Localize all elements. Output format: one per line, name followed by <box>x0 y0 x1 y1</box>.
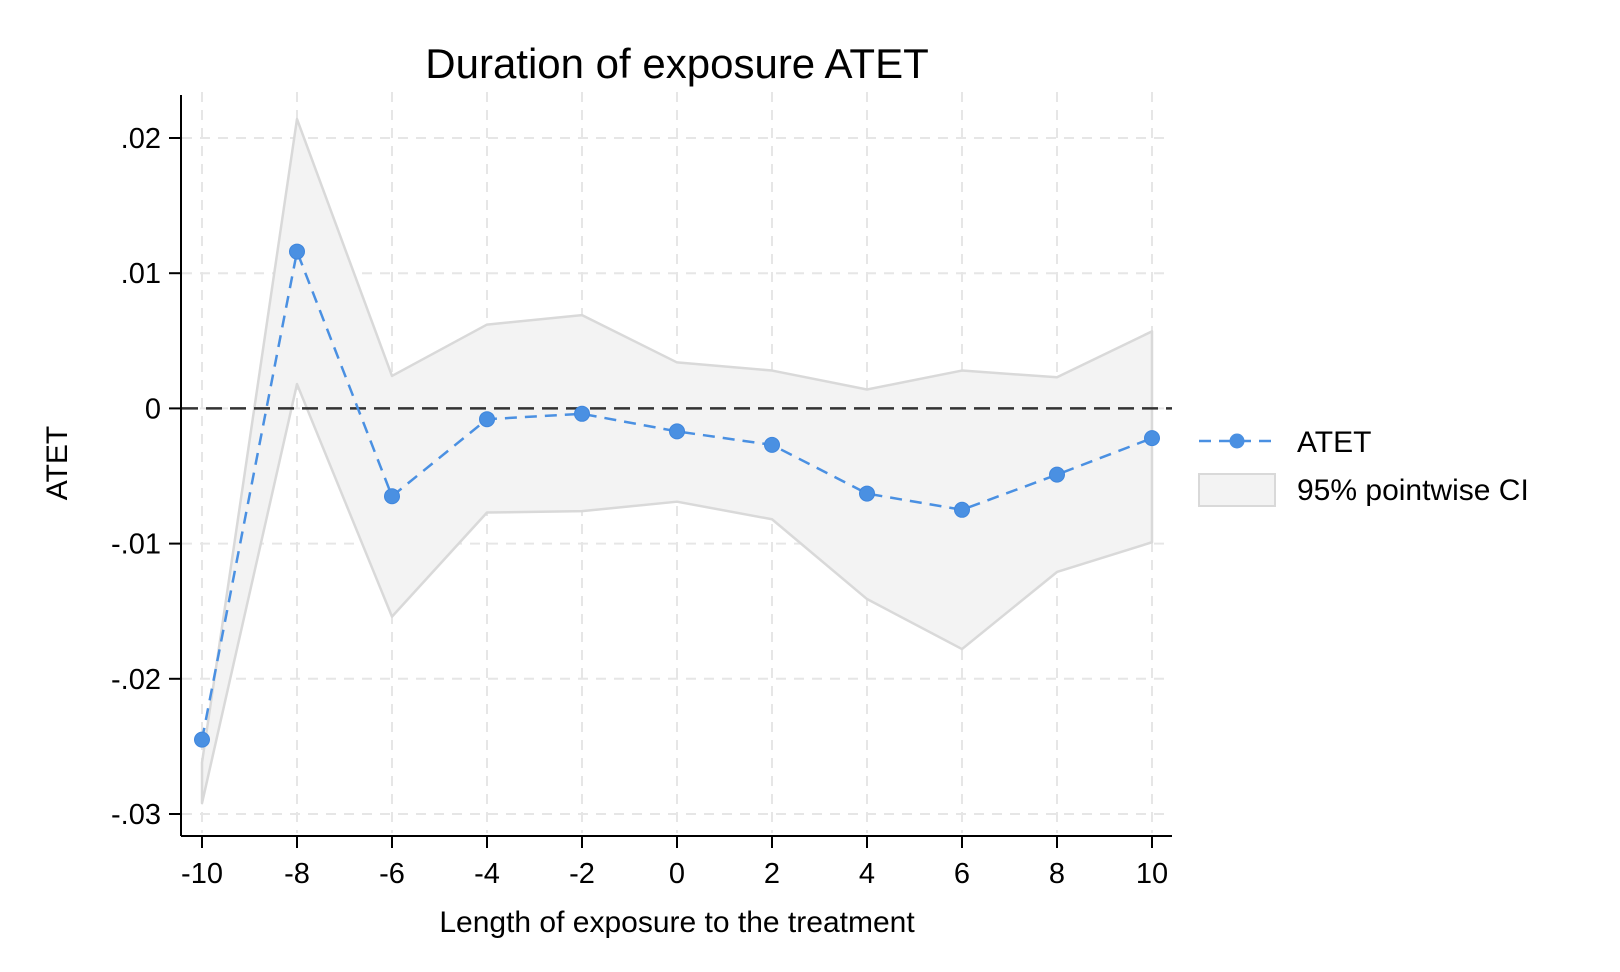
x-tick-label-9: 8 <box>1049 858 1065 890</box>
legend-atet-marker-sample <box>1229 433 1245 449</box>
legend: ATET 95% pointwise CI <box>1198 426 1529 507</box>
atet-point-6 <box>764 436 780 453</box>
atet-point-5 <box>669 423 685 440</box>
legend-ci-label: 95% pointwise CI <box>1297 474 1529 507</box>
x-tick-label-7: 4 <box>859 858 875 890</box>
y-tick-label-1: .01 <box>121 258 161 290</box>
x-tick-label-5: 0 <box>669 858 685 890</box>
atet-point-7 <box>859 485 875 502</box>
atet-point-2 <box>384 488 400 505</box>
x-tick-label-3: -4 <box>474 858 500 890</box>
series-layer <box>194 243 1160 748</box>
y-axis-title: ATET <box>41 426 74 500</box>
x-tick-label-8: 6 <box>954 858 970 890</box>
legend-ci-swatch <box>1198 473 1276 507</box>
atet-point-3 <box>479 411 495 428</box>
y-tick-label-0: .02 <box>121 123 161 155</box>
x-tick-label-1: -8 <box>284 858 310 890</box>
y-tick-label-3: -.01 <box>111 529 161 561</box>
axis-layer: -10 -8 -6 -4 -2 0 2 4 6 8 10 .02 .01 0 -.01 -.02 -.03 <box>111 95 1172 890</box>
chart-title: Duration of exposure ATET <box>425 40 928 87</box>
atet-point-4 <box>574 405 590 422</box>
y-tick-label-2: 0 <box>145 393 161 425</box>
atet-point-0 <box>194 731 210 748</box>
y-tick-label-5: -.03 <box>111 799 161 831</box>
x-tick-label-0: -10 <box>181 858 223 890</box>
ci-band <box>200 117 1154 805</box>
y-tick-label-4: -.02 <box>111 664 161 696</box>
atet-point-8 <box>954 501 970 518</box>
atet-point-10 <box>1144 430 1160 447</box>
ci-band-layer <box>200 117 1154 805</box>
x-tick-label-4: -2 <box>569 858 595 890</box>
x-tick-label-2: -6 <box>379 858 405 890</box>
x-tick-label-10: 10 <box>1136 858 1168 890</box>
x-axis-title: Length of exposure to the treatment <box>439 906 915 939</box>
x-tick-label-6: 2 <box>764 858 780 890</box>
legend-atet-label: ATET <box>1297 426 1371 459</box>
atet-point-1 <box>289 243 305 260</box>
atet-point-9 <box>1049 466 1065 483</box>
atet-series-line <box>200 250 1153 740</box>
